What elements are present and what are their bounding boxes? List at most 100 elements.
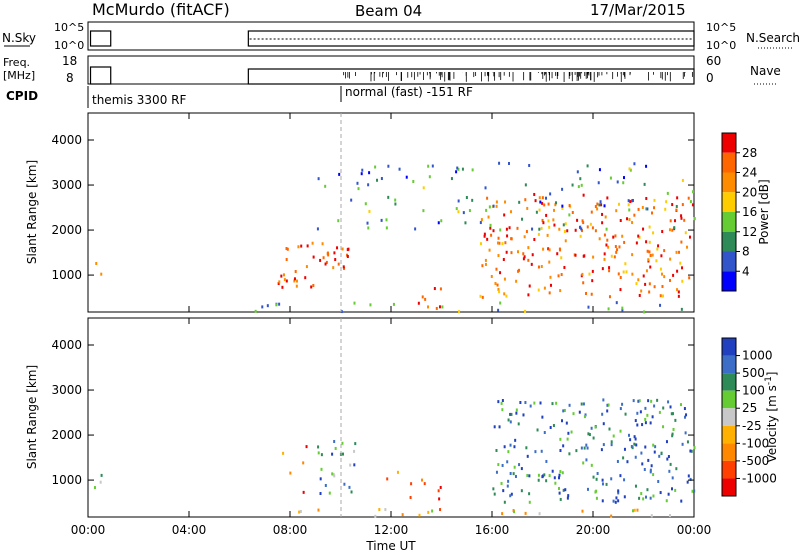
range-gate-cell <box>653 285 656 289</box>
range-gate-cell <box>602 443 605 447</box>
range-gate-cell <box>564 239 567 243</box>
range-gate-cell <box>533 401 536 405</box>
y-tick-label: 1000 <box>51 268 82 282</box>
range-gate-cell <box>622 270 625 274</box>
range-gate-cell <box>522 257 525 261</box>
range-gate-cell <box>643 310 646 314</box>
colorbar-swatch <box>722 478 736 496</box>
range-gate-cell <box>606 196 609 200</box>
range-gate-cell <box>634 484 637 488</box>
range-gate-cell <box>548 225 551 229</box>
range-gate-cell <box>545 196 548 200</box>
range-gate-cell <box>592 255 595 259</box>
range-gate-cell <box>615 250 618 254</box>
freq-label-1: Freq. <box>3 56 30 69</box>
range-gate-cell <box>523 255 526 259</box>
range-gate-cell <box>650 514 653 518</box>
cpid-mode-2: normal (fast) -151 RF <box>345 85 473 99</box>
range-gate-cell <box>669 405 672 409</box>
range-gate-cell <box>676 196 679 200</box>
range-gate-cell <box>601 478 604 482</box>
range-gate-cell <box>681 178 684 182</box>
range-gate-cell <box>520 467 523 471</box>
range-gate-cell <box>602 398 605 402</box>
range-gate-cell <box>299 509 302 513</box>
range-gate-cell <box>495 267 498 271</box>
range-gate-cell <box>580 183 583 187</box>
range-gate-cell <box>633 435 636 439</box>
range-gate-cell <box>598 168 601 172</box>
range-gate-cell <box>576 170 579 174</box>
y-tick-label: 1000 <box>51 473 82 487</box>
range-gate-cell <box>317 508 320 512</box>
range-gate-cell <box>591 226 594 230</box>
range-gate-cell <box>616 459 619 463</box>
range-gate-cell <box>580 402 583 406</box>
range-gate-cell <box>623 447 626 451</box>
range-gate-cell <box>497 463 500 467</box>
range-gate-cell <box>675 204 678 208</box>
range-gate-cell <box>319 258 322 262</box>
range-gate-cell <box>652 443 655 447</box>
colorbar-tick-label: 100 <box>742 384 765 398</box>
range-gate-cell <box>99 480 102 484</box>
freq-segment <box>247 68 695 85</box>
range-gate-cell <box>503 213 506 217</box>
range-gate-cell <box>553 208 556 212</box>
range-gate-cell <box>645 207 648 211</box>
range-gate-cell <box>627 433 630 437</box>
range-gate-cell <box>537 288 540 292</box>
range-gate-cell <box>527 258 530 262</box>
y-tick-label: 4000 <box>51 133 82 147</box>
range-gate-cell <box>545 213 548 217</box>
range-gate-cell <box>604 215 607 219</box>
range-gate-cell <box>568 213 571 217</box>
range-gate-cell <box>471 198 474 202</box>
range-gate-cell <box>681 442 684 446</box>
range-gate-cell <box>610 477 613 481</box>
range-gate-cell <box>670 412 673 416</box>
range-gate-cell <box>501 512 504 516</box>
range-gate-cell <box>665 499 668 503</box>
range-gate-cell <box>607 307 610 311</box>
range-gate-cell <box>624 262 627 266</box>
range-gate-cell <box>675 208 678 212</box>
range-gate-cell <box>501 408 504 412</box>
range-gate-cell <box>606 403 609 407</box>
range-gate-cell <box>483 234 486 238</box>
range-gate-cell <box>386 477 389 481</box>
range-gate-cell <box>641 462 644 466</box>
range-gate-cell <box>648 225 651 229</box>
range-gate-cell <box>638 496 641 500</box>
range-gate-cell <box>601 412 604 416</box>
range-gate-cell <box>523 235 526 239</box>
range-gate-cell <box>650 464 653 468</box>
range-gate-cell <box>599 200 602 204</box>
range-gate-cell <box>551 469 554 473</box>
range-gate-cell <box>488 205 491 209</box>
range-gate-cell <box>556 252 559 256</box>
range-gate-cell <box>614 234 617 238</box>
range-gate-cell <box>489 226 492 230</box>
range-gate-cell <box>504 200 507 204</box>
range-gate-cell <box>587 432 590 436</box>
range-gate-cell <box>552 424 555 428</box>
freq-segment <box>89 66 112 85</box>
range-gate-cell <box>616 248 619 252</box>
range-gate-cell <box>486 237 489 241</box>
range-gate-cell <box>552 218 555 222</box>
range-gate-cell <box>666 457 669 461</box>
range-gate-cell <box>492 204 495 208</box>
range-gate-cell <box>542 474 545 478</box>
range-gate-cell <box>582 221 585 225</box>
range-gate-cell <box>540 226 543 230</box>
time-tick-label: 04:00 <box>172 523 207 537</box>
range-gate-cell <box>538 227 541 231</box>
range-gate-cell <box>633 508 636 512</box>
colorbar-tick-label: 24 <box>742 166 757 180</box>
nsky-segment <box>89 30 112 47</box>
range-gate-cell <box>378 508 381 512</box>
range-gate-cell <box>641 423 644 427</box>
time-tick-label: 00:00 <box>71 523 106 537</box>
range-gate-cell <box>385 226 388 230</box>
